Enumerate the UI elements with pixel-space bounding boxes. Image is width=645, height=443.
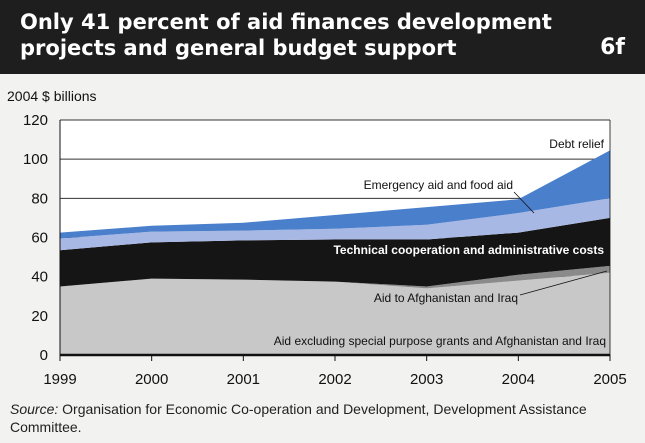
x-tick-label: 2001 xyxy=(227,371,260,388)
label-afghanistan-iraq: Aid to Afghanistan and Iraq xyxy=(374,291,518,305)
area-series xyxy=(60,150,610,355)
source-note: Source: Organisation for Economic Co-ope… xyxy=(10,400,630,436)
chart-title: Only 41 percent of aid finances developm… xyxy=(20,10,552,60)
series-labels: Debt relief Emergency aid and food aid T… xyxy=(274,137,608,348)
area-series-0 xyxy=(60,272,610,355)
y-tick-label: 40 xyxy=(31,269,48,286)
y-tick-label: 20 xyxy=(31,308,48,325)
figure-number: 6f xyxy=(600,35,625,60)
axes xyxy=(59,120,611,361)
header-bar: Only 41 percent of aid finances developm… xyxy=(0,0,645,74)
x-tick-label: 1999 xyxy=(43,371,76,388)
y-axis-unit-label: 2004 $ billions xyxy=(7,88,97,104)
area-series-4 xyxy=(60,150,610,239)
leader-afghanistan-iraq xyxy=(519,270,608,296)
x-tick-label: 2002 xyxy=(318,371,351,388)
y-tick-label: 60 xyxy=(31,230,48,247)
y-tick-label: 0 xyxy=(40,347,48,364)
y-tick-label: 120 xyxy=(23,112,48,129)
y-tick-label: 100 xyxy=(23,151,48,168)
x-tick-label: 2003 xyxy=(410,371,443,388)
area-series-1 xyxy=(60,265,610,289)
source-text: Organisation for Economic Co-operation a… xyxy=(10,401,587,435)
source-label: Source: xyxy=(10,401,59,417)
x-tick-label: 2000 xyxy=(135,371,168,388)
label-debt-relief: Debt relief xyxy=(549,137,604,151)
stacked-area-chart: 0 20 40 60 80 100 120 1999 2000 2001 2002 2003 2004 2… xyxy=(23,112,627,388)
y-tick-label: 80 xyxy=(31,190,48,207)
area-series-3 xyxy=(60,198,610,251)
leader-emergency-aid xyxy=(513,191,535,214)
tick-labels: 0 20 40 60 80 100 120 1999 2000 2001 2002 2003 2004 2… xyxy=(23,112,627,388)
x-tick-label: 2005 xyxy=(593,371,626,388)
label-base-aid: Aid excluding special purpose grants and… xyxy=(274,334,606,348)
label-emergency-aid: Emergency aid and food aid xyxy=(364,178,513,192)
label-technical-cooperation: Technical cooperation and administrative… xyxy=(333,243,604,257)
area-series-2 xyxy=(60,217,610,287)
x-tick-label: 2004 xyxy=(502,371,535,388)
